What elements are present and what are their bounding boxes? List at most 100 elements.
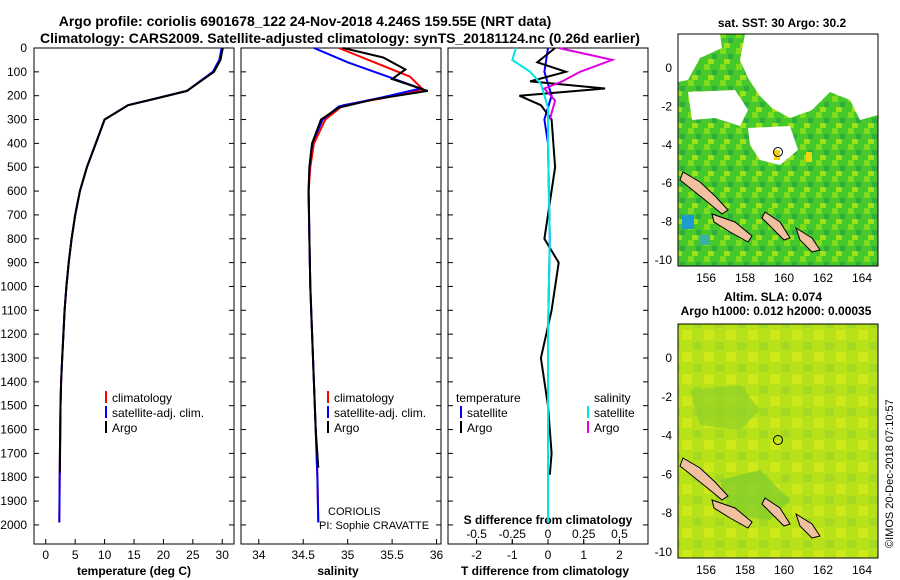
sst-map [677,33,879,267]
legend-label-t-argo: Argo [467,421,493,435]
depth-tick-label: 1000 [0,279,27,293]
depth-tick-label: 800 [7,232,27,246]
series-line-satellite [58,47,223,523]
x-tick-label: 34.5 [292,548,316,562]
series-line-argo [307,47,429,468]
x-tick-label: 15 [127,548,141,562]
sla-map-title: Altim. SLA: 0.074 [724,290,822,304]
temperature-series [58,47,224,523]
sla-map [677,323,879,559]
warm-patch [806,152,812,162]
x-tick-label: 35 [341,548,355,562]
x-tick-label: -1 [507,548,518,562]
t-difference-axis-label: T difference from climatology [461,564,629,578]
temperature-legend: climatology satellite-adj. clim. Argo [105,391,204,435]
sla-map-subtitle: Argo h1000: 0.012 h2000: 0.00035 [681,304,872,318]
x-tick-label: 5 [72,548,79,562]
x-tick-label: 36 [430,548,444,562]
lat-tick-label: -4 [661,429,672,443]
land-solomon-islands [711,499,753,529]
x-tick-label: 0 [42,548,49,562]
difference-xtick-labels: -2 -1 0 1 2 [471,539,623,562]
x-tick-label: -0.5 [466,527,487,541]
depth-tick-label: 1900 [0,494,27,508]
lat-tick-label: -8 [661,506,672,520]
lon-tick-label: 156 [696,563,716,577]
depth-tick-label: 200 [7,89,27,103]
sla-map-lat-labels: 0 -2 -4 -6 -8 -10 [655,351,673,559]
annotation-institution: CORIOLIS [328,506,381,518]
temperature-panel [33,47,235,545]
x-tick-label: -2 [471,548,482,562]
depth-tick-label: 700 [7,208,27,222]
s-difference-tick-labels: -0.5 -0.25 0 0.25 0.5 [466,527,628,544]
x-tick-label: 0.25 [572,527,596,541]
depth-tick-label: 1300 [0,351,27,365]
sst-map-lat-labels: 0 -2 -4 -6 -8 -10 [655,61,673,267]
depth-tick-label: 100 [7,65,27,79]
missing-data-cloud [740,34,878,120]
land-solomon-islands [679,457,729,501]
lon-tick-label: 158 [735,563,755,577]
legend-label-climatology: climatology [334,391,394,405]
x-tick-label: 25 [186,548,200,562]
difference-series [511,47,616,523]
land-solomon-islands [679,171,729,215]
land-solomon-islands [711,213,753,243]
lat-tick-label: -2 [661,99,672,113]
missing-data-cloud [678,34,722,82]
legend-label-t-satellite: satellite [467,406,508,420]
x-tick-label: 0.5 [611,527,628,541]
legend-label-argo: Argo [112,421,138,435]
credit-label: ©IMOS 20-Dec-2018 07:10:57 [884,399,896,548]
x-tick-label: 20 [157,548,171,562]
salinity-panel [240,47,442,545]
legend-heading-salinity: salinity [594,391,631,405]
lat-tick-label: -8 [661,215,672,229]
title-line-1: Argo profile: coriolis 6901678_122 24-No… [59,13,552,29]
lat-tick-label: -6 [661,467,672,481]
cool-patch [682,215,694,229]
warm-patch [774,150,780,160]
legend-label-s-satellite: satellite [594,406,635,420]
argo-float-marker [773,435,783,445]
lon-tick-label: 160 [774,563,794,577]
depth-tick-label: 1500 [0,399,27,413]
lat-tick-label: -6 [661,176,672,190]
lon-tick-label: 162 [813,563,833,577]
series-line-s-argo [542,47,616,120]
depth-tick-label: 900 [7,256,27,270]
lon-tick-label: 164 [852,563,872,577]
x-tick-label: 35.5 [380,548,404,562]
legend-label-s-argo: Argo [594,421,620,435]
sst-map-lon-labels: 156 158 160 162 164 [696,271,872,285]
depth-tick-label: 2000 [0,518,27,532]
salinity-series [307,47,429,523]
series-line-argo [58,47,224,473]
lon-tick-label: 160 [774,271,794,285]
lat-tick-label: -2 [661,390,672,404]
salinity-axis-label: salinity [317,564,359,578]
lon-tick-label: 156 [696,271,716,285]
series-line-climatology [58,47,224,523]
low-sla-region [690,385,760,430]
cool-patch [700,235,710,245]
depth-tick-label: 500 [7,160,27,174]
sla-map-frame [677,323,879,559]
series-line-climatology [307,47,426,523]
lat-tick-label: 0 [665,351,672,365]
land-solomon-islands [795,226,821,253]
x-tick-label: 34 [252,548,266,562]
x-tick-label: 0 [545,527,552,541]
depth-tick-label: 400 [7,136,27,150]
lon-tick-label: 158 [735,271,755,285]
land-solomon-islands [795,512,821,539]
difference-legend: temperature satellite Argo salinity sate… [456,391,635,435]
legend-label-climatology: climatology [112,391,172,405]
depth-tick-label: 600 [7,184,27,198]
depth-tick-label: 1100 [1,303,27,317]
annotation-pi: PI: Sophie CRAVATTE [319,520,429,532]
series-line-s-satellite [511,47,551,523]
title-line-2: Climatology: CARS2009. Satellite-adjuste… [40,30,640,46]
depth-tick-label: 300 [7,113,27,127]
